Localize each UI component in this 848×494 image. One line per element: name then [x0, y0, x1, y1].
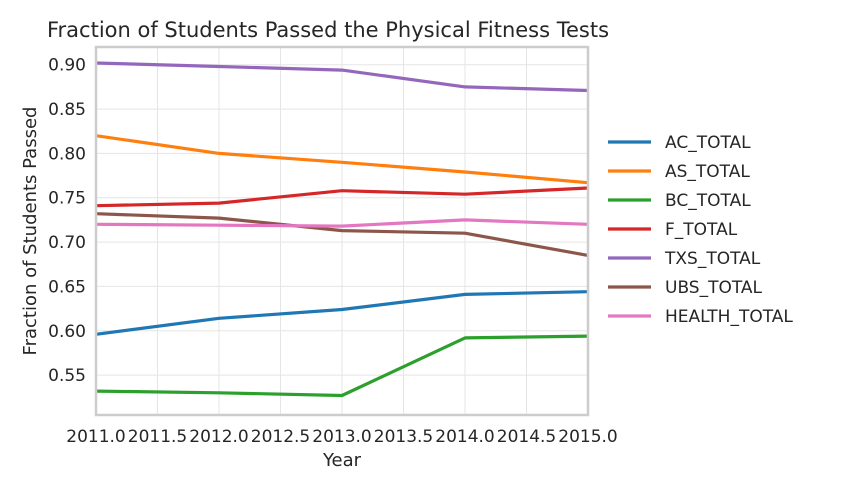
- series-line-f-total: [95, 186, 589, 208]
- legend-label: F_TOTAL: [665, 220, 738, 240]
- legend-entry: HEALTH_TOTAL: [608, 307, 793, 327]
- legend-label: HEALTH_TOTAL: [665, 307, 793, 327]
- y-tick-label: 0.55: [48, 366, 86, 386]
- legend-entry: AC_TOTAL: [608, 133, 751, 153]
- y-tick-label: 0.65: [48, 277, 86, 297]
- series-lines: [95, 61, 589, 398]
- y-tick-label: 0.70: [48, 233, 86, 253]
- y-tick-label: 0.75: [48, 189, 86, 209]
- legend-entry: BC_TOTAL: [608, 191, 751, 211]
- x-tick-label: 2013.0: [312, 427, 371, 447]
- legend-entry: UBS_TOTAL: [608, 278, 763, 298]
- series-line-ac-total: [95, 290, 589, 336]
- legend-label: BC_TOTAL: [665, 191, 751, 211]
- series-line-txs-total: [95, 61, 589, 93]
- y-tick-label: 0.90: [48, 56, 86, 76]
- x-axis-label: Year: [322, 450, 362, 471]
- legend-label: TXS_TOTAL: [664, 249, 761, 269]
- series-line-ubs-total: [95, 212, 589, 257]
- x-tick-label: 2014.5: [497, 427, 556, 447]
- y-tick-label: 0.80: [48, 144, 86, 164]
- x-tick-label: 2015.0: [558, 427, 617, 447]
- y-tick-label: 0.85: [48, 100, 86, 120]
- y-axis-ticks: 0.55 0.60 0.65 0.70 0.75 0.80 0.85 0.90: [48, 56, 86, 386]
- chart-title: Fraction of Students Passed the Physical…: [47, 18, 609, 42]
- x-tick-label: 2012.5: [251, 427, 310, 447]
- legend-label: UBS_TOTAL: [665, 278, 763, 298]
- series-line-as-total: [95, 134, 589, 185]
- x-axis-ticks: 2011.0 2011.5 2012.0 2012.5 2013.0 2013.5 2014…: [66, 427, 617, 447]
- x-tick-label: 2012.0: [189, 427, 248, 447]
- y-tick-label: 0.60: [48, 322, 86, 342]
- legend: AC_TOTAL AS_TOTAL BC_TOTAL F_TOTAL TXS_TOTAL…: [608, 133, 793, 327]
- x-tick-label: 2011.5: [128, 427, 187, 447]
- legend-label: AS_TOTAL: [665, 162, 750, 182]
- series-line-bc-total: [95, 334, 589, 398]
- plot-frame: [94, 45, 590, 417]
- legend-entry: AS_TOTAL: [608, 162, 750, 182]
- y-axis-label: Fraction of Students Passed: [20, 107, 41, 356]
- legend-entry: TXS_TOTAL: [608, 249, 761, 269]
- x-tick-label: 2014.0: [435, 427, 494, 447]
- legend-label: AC_TOTAL: [665, 133, 751, 153]
- series-line-health-total: [95, 218, 589, 228]
- x-tick-label: 2013.5: [374, 427, 433, 447]
- x-tick-label: 2011.0: [66, 427, 125, 447]
- legend-entry: F_TOTAL: [608, 220, 738, 240]
